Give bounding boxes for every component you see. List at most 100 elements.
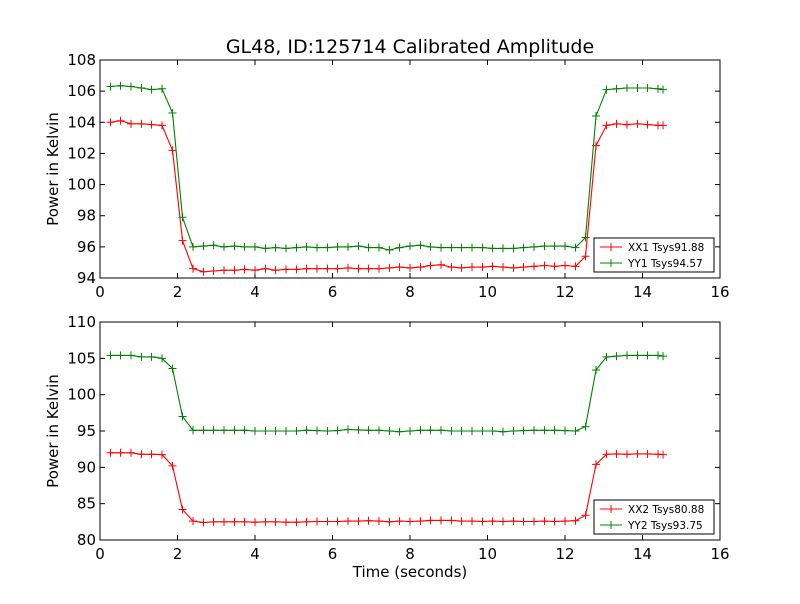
data-point (261, 264, 270, 273)
data-point (168, 364, 177, 373)
data-point (592, 112, 600, 121)
data-point (158, 354, 166, 363)
data-point (509, 244, 518, 253)
data-point (571, 516, 580, 525)
data-point (602, 85, 611, 94)
data-point (561, 261, 569, 270)
data-point (550, 517, 559, 526)
x-tick-label: 10 (478, 283, 497, 301)
data-point (385, 245, 394, 254)
y-tick-label: 106 (67, 82, 96, 100)
data-point (395, 243, 404, 252)
data-point (447, 516, 456, 525)
data-point (416, 426, 425, 435)
data-point (654, 84, 662, 93)
data-point (519, 517, 528, 526)
data-point (437, 516, 445, 525)
data-point (509, 263, 518, 272)
data-point (426, 426, 435, 435)
data-point (106, 351, 115, 360)
data-point (323, 264, 332, 273)
legend-marker (607, 243, 615, 251)
y-tick-label: 85 (77, 495, 96, 513)
data-point (137, 119, 146, 128)
data-point (344, 242, 352, 251)
data-point (437, 260, 445, 269)
data-point (561, 242, 569, 251)
data-point (457, 517, 466, 526)
data-point (406, 517, 414, 526)
data-point (571, 262, 580, 271)
data-point (116, 351, 125, 360)
data-point (602, 352, 611, 361)
data-point (333, 517, 342, 526)
data-point (581, 511, 590, 520)
data-point (519, 426, 528, 435)
data-point (623, 351, 631, 360)
legend: XX1 Tsys91.88 YY1 Tsys94.57 (593, 237, 715, 273)
plot-frame (99, 321, 721, 541)
data-point (468, 427, 476, 435)
data-point (478, 517, 487, 526)
data-point (623, 450, 631, 459)
plot-frame (99, 59, 721, 279)
data-point (530, 517, 538, 526)
data-point (230, 266, 239, 275)
data-point (127, 448, 135, 457)
data-point (561, 426, 569, 435)
data-point (592, 365, 600, 374)
data-point (385, 517, 394, 526)
data-point (375, 264, 383, 273)
y-tick-label: 100 (67, 386, 96, 404)
data-point (623, 84, 631, 93)
data-point (220, 242, 228, 251)
data-point (499, 263, 507, 272)
data-point (302, 242, 311, 251)
data-point (189, 517, 197, 526)
y-axis-label: Power in Kelvin (44, 374, 62, 488)
data-point (509, 517, 518, 526)
data-point (261, 244, 270, 253)
data-point (581, 252, 590, 261)
data-point (209, 241, 218, 250)
data-point (364, 516, 373, 525)
data-point (659, 352, 668, 361)
data-point (447, 263, 456, 272)
data-point (561, 517, 569, 526)
data-point (612, 449, 621, 458)
data-point (364, 426, 373, 435)
data-point (282, 244, 290, 253)
data-point (292, 243, 301, 252)
data-point (488, 244, 497, 253)
data-point (406, 263, 414, 272)
y-tick-label: 94 (77, 269, 96, 287)
data-point (385, 427, 394, 435)
data-point (633, 351, 642, 360)
legend-marker (607, 259, 615, 267)
data-point (116, 81, 125, 90)
data-point (147, 120, 156, 129)
data-point (592, 460, 600, 469)
x-tick-label: 6 (328, 545, 338, 563)
data-point (530, 262, 538, 271)
legend-label: XX2 Tsys80.88 (628, 504, 704, 516)
data-point (168, 108, 177, 117)
data-point (127, 82, 135, 91)
data-point (220, 266, 228, 275)
y-tick-label: 80 (77, 531, 96, 549)
data-point (375, 517, 383, 526)
data-point (282, 518, 290, 527)
y-tick-label: 95 (77, 422, 96, 440)
y-axis-label: Power in Kelvin (44, 112, 62, 226)
data-point (282, 427, 290, 435)
data-point (659, 450, 668, 459)
y-tick-label: 96 (77, 238, 96, 256)
data-point (199, 518, 208, 527)
data-point (612, 119, 621, 128)
data-point (302, 264, 311, 273)
data-point (426, 242, 435, 251)
data-point (240, 242, 249, 251)
data-point (251, 427, 259, 435)
data-point (292, 427, 301, 435)
